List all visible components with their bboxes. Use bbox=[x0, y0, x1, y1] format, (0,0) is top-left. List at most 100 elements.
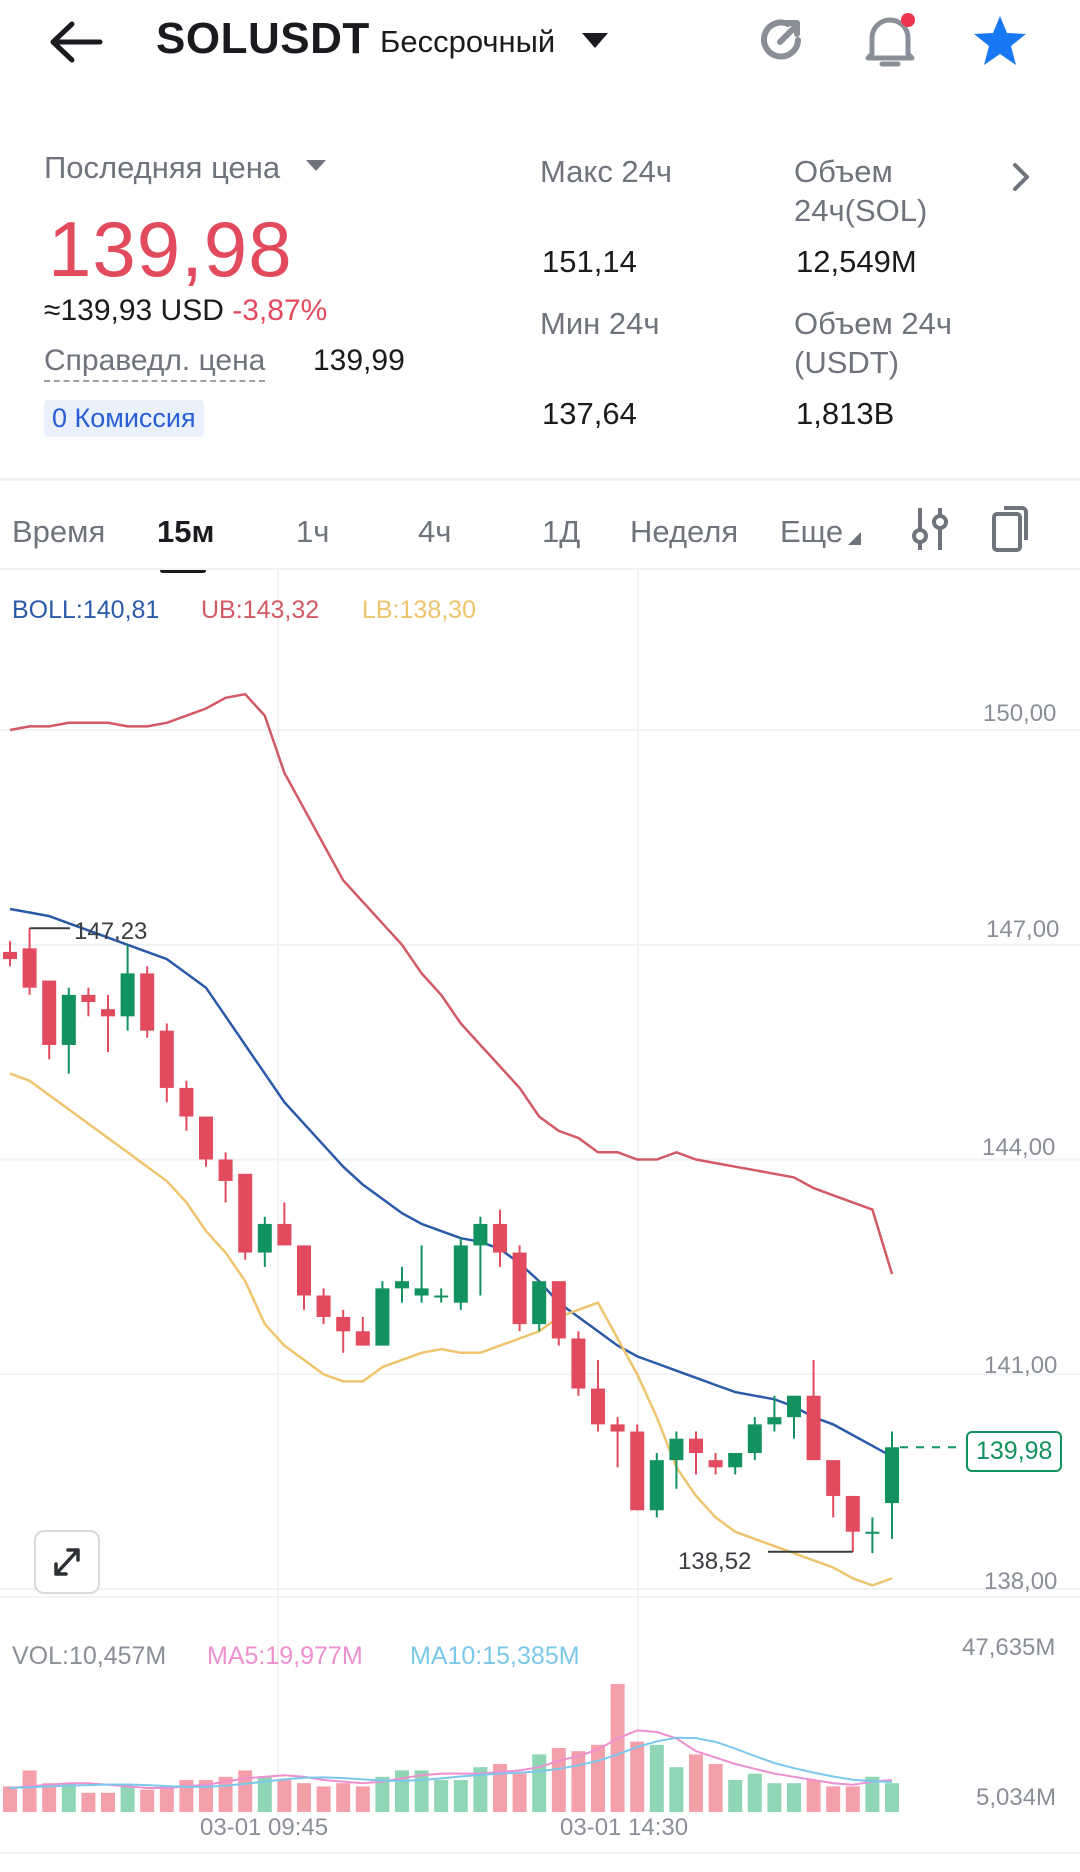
fair-price-value: 139,99 bbox=[313, 344, 405, 377]
last-price-value: 139,98 bbox=[48, 205, 293, 293]
divider-top bbox=[0, 478, 1080, 481]
volume-bar bbox=[179, 1780, 194, 1812]
high-marker-label: 147,23 bbox=[74, 918, 148, 945]
vol-sol-label-1: Объем bbox=[794, 154, 893, 189]
chevron-right-icon[interactable] bbox=[1008, 160, 1034, 194]
volume-bar bbox=[630, 1741, 645, 1812]
current-price-tag: 139,98 bbox=[966, 1431, 1063, 1472]
volume-bar bbox=[845, 1786, 860, 1812]
star-icon[interactable] bbox=[972, 14, 1028, 68]
volume-bar bbox=[140, 1789, 155, 1812]
ma10-indicator: MA10:15,385M bbox=[410, 1642, 580, 1670]
boll-upper-line bbox=[9, 692, 894, 1275]
caret-down-icon[interactable] bbox=[582, 33, 608, 48]
zero-fee-badge[interactable]: 0 Комиссия bbox=[44, 400, 204, 437]
divider-volume bbox=[0, 1596, 1080, 1598]
back-arrow-icon[interactable] bbox=[44, 16, 108, 68]
candle-body bbox=[218, 1159, 233, 1181]
candle-body bbox=[610, 1424, 625, 1432]
volume-bar bbox=[277, 1780, 292, 1812]
candle-body bbox=[179, 1087, 194, 1117]
candle-body bbox=[434, 1295, 449, 1298]
chart-layout-icon[interactable] bbox=[990, 504, 1032, 554]
boll-mid-line bbox=[9, 907, 893, 1458]
volume-bar bbox=[101, 1792, 115, 1812]
low-24h-value: 137,64 bbox=[542, 396, 637, 431]
volume-bar bbox=[434, 1780, 449, 1812]
tab-4h[interactable]: 4ч bbox=[418, 514, 452, 549]
volume-bar bbox=[747, 1773, 762, 1812]
low-marker-label: 138,52 bbox=[678, 1548, 752, 1575]
indicator-settings-icon[interactable] bbox=[910, 506, 950, 552]
volume-bar bbox=[297, 1783, 311, 1812]
volume-axis-min: 5,034M bbox=[976, 1784, 1057, 1811]
volume-bar bbox=[532, 1754, 547, 1812]
volume-bar bbox=[61, 1783, 76, 1812]
last-price-label[interactable]: Последняя цена bbox=[44, 150, 281, 185]
ub-indicator: UB:143,32 bbox=[201, 596, 320, 624]
candle-body bbox=[414, 1288, 429, 1296]
candle-body bbox=[512, 1252, 527, 1325]
active-tab-indicator bbox=[160, 568, 206, 573]
volume-bar bbox=[493, 1764, 507, 1812]
candle-body bbox=[316, 1295, 331, 1317]
candle-body bbox=[473, 1223, 488, 1246]
tab-time[interactable]: Время bbox=[12, 514, 106, 549]
fair-price-label[interactable]: Справедл. цена bbox=[44, 344, 266, 382]
candle-body bbox=[257, 1223, 272, 1253]
usd-equiv-line: ≈139,93 USD -3,87% bbox=[44, 294, 327, 328]
change-percent: -3,87% bbox=[232, 294, 328, 327]
volume-bar bbox=[865, 1776, 880, 1812]
expand-chart-button[interactable] bbox=[34, 1530, 100, 1594]
candle-body bbox=[532, 1281, 547, 1325]
candle-body bbox=[767, 1417, 782, 1425]
vol-sol-label-2: 24ч(SOL) bbox=[794, 193, 928, 228]
candle-body bbox=[885, 1447, 899, 1504]
tab-week[interactable]: Неделя bbox=[630, 514, 739, 549]
tab-1d[interactable]: 1Д bbox=[542, 514, 581, 549]
tab-15m[interactable]: 15м bbox=[157, 514, 215, 549]
volume-bar bbox=[473, 1767, 488, 1812]
volume-bar bbox=[591, 1744, 605, 1812]
candle-body bbox=[728, 1452, 743, 1468]
volume-bar bbox=[453, 1780, 468, 1812]
candle-body bbox=[630, 1431, 645, 1511]
candle-body bbox=[649, 1460, 664, 1511]
symbol-title[interactable]: SOLUSDT bbox=[156, 14, 370, 63]
volume-bar bbox=[22, 1770, 37, 1812]
candlestick-chart[interactable] bbox=[0, 570, 1080, 1860]
share-refresh-icon[interactable] bbox=[756, 14, 808, 66]
volume-bar bbox=[375, 1776, 390, 1812]
volume-bar bbox=[708, 1764, 723, 1812]
candle-body bbox=[551, 1281, 566, 1339]
tab-1h[interactable]: 1ч bbox=[296, 514, 330, 549]
contract-type-label[interactable]: Бессрочный bbox=[380, 24, 556, 59]
candle-body bbox=[199, 1116, 213, 1160]
candle-body bbox=[22, 948, 37, 988]
volume-bar bbox=[512, 1773, 527, 1812]
bell-icon[interactable] bbox=[862, 12, 918, 70]
candle-body bbox=[493, 1223, 507, 1253]
volume-bar bbox=[199, 1780, 213, 1812]
volume-bar bbox=[81, 1792, 96, 1812]
high-24h-value: 151,14 bbox=[542, 244, 637, 279]
volume-bar bbox=[885, 1783, 899, 1812]
divider-bottom bbox=[0, 1852, 1080, 1854]
volume-bar bbox=[257, 1776, 272, 1812]
time-axis-label: 03-01 14:30 bbox=[560, 1814, 689, 1841]
candle-body bbox=[395, 1281, 409, 1289]
ma5-indicator: MA5:19,977M bbox=[207, 1642, 363, 1670]
candle-body bbox=[845, 1495, 860, 1532]
caret-down-small-icon[interactable] bbox=[306, 160, 326, 171]
tab-more[interactable]: Еще bbox=[780, 514, 844, 549]
volume-bar bbox=[571, 1751, 586, 1812]
volume-bar bbox=[3, 1786, 17, 1812]
candle-body bbox=[669, 1438, 684, 1461]
candle-body bbox=[787, 1395, 801, 1418]
boll-lower-line bbox=[9, 1072, 893, 1587]
price-axis-label: 147,00 bbox=[986, 916, 1060, 943]
expand-icon bbox=[54, 1548, 80, 1576]
more-caret-icon[interactable] bbox=[848, 532, 861, 545]
candle-body bbox=[238, 1173, 253, 1253]
usd-equiv-value: ≈139,93 USD bbox=[44, 294, 224, 327]
